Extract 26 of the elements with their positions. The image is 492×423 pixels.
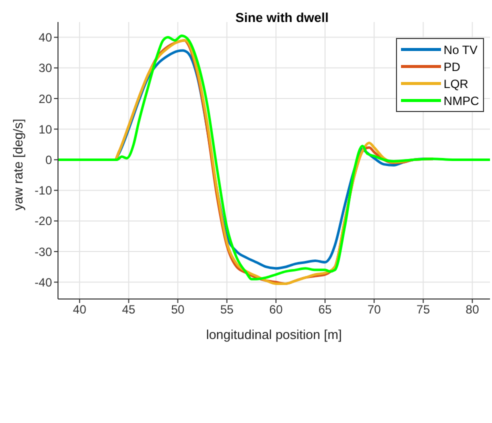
x-tick-label: 45 <box>122 302 136 317</box>
y-tick-label: -20 <box>34 214 52 228</box>
y-tick-label: 40 <box>38 30 52 45</box>
y-tick-label: -10 <box>34 184 52 198</box>
y-tick-label: 30 <box>38 61 52 76</box>
y-tick-label: -30 <box>34 244 52 259</box>
x-tick-label: 50 <box>171 302 185 317</box>
y-tick-label: 20 <box>38 92 52 106</box>
x-tick-label: 55 <box>220 302 234 317</box>
line-series <box>58 34 490 280</box>
x-tick-label: 70 <box>367 302 382 317</box>
y-axis-title: yaw rate [deg/s] <box>10 118 26 210</box>
chart-title: Sine with dwell <box>234 10 330 25</box>
y-tick-label: 0 <box>45 152 52 167</box>
x-tick-label: 80 <box>466 302 480 317</box>
legend-label: LQR <box>444 76 468 90</box>
x-axis-title: longitudinal position [m] <box>206 327 342 342</box>
x-tick-label: 60 <box>269 302 283 317</box>
x-tick-label: 65 <box>318 302 332 317</box>
y-tick-label: -40 <box>34 275 52 290</box>
x-tick-label: 75 <box>416 302 430 317</box>
legend-label: PD <box>444 60 460 74</box>
legend-label: No TV <box>444 42 478 56</box>
legend-label: NMPC <box>444 94 479 108</box>
x-tick-label: 40 <box>72 302 87 317</box>
y-tick-label: 10 <box>38 122 52 136</box>
